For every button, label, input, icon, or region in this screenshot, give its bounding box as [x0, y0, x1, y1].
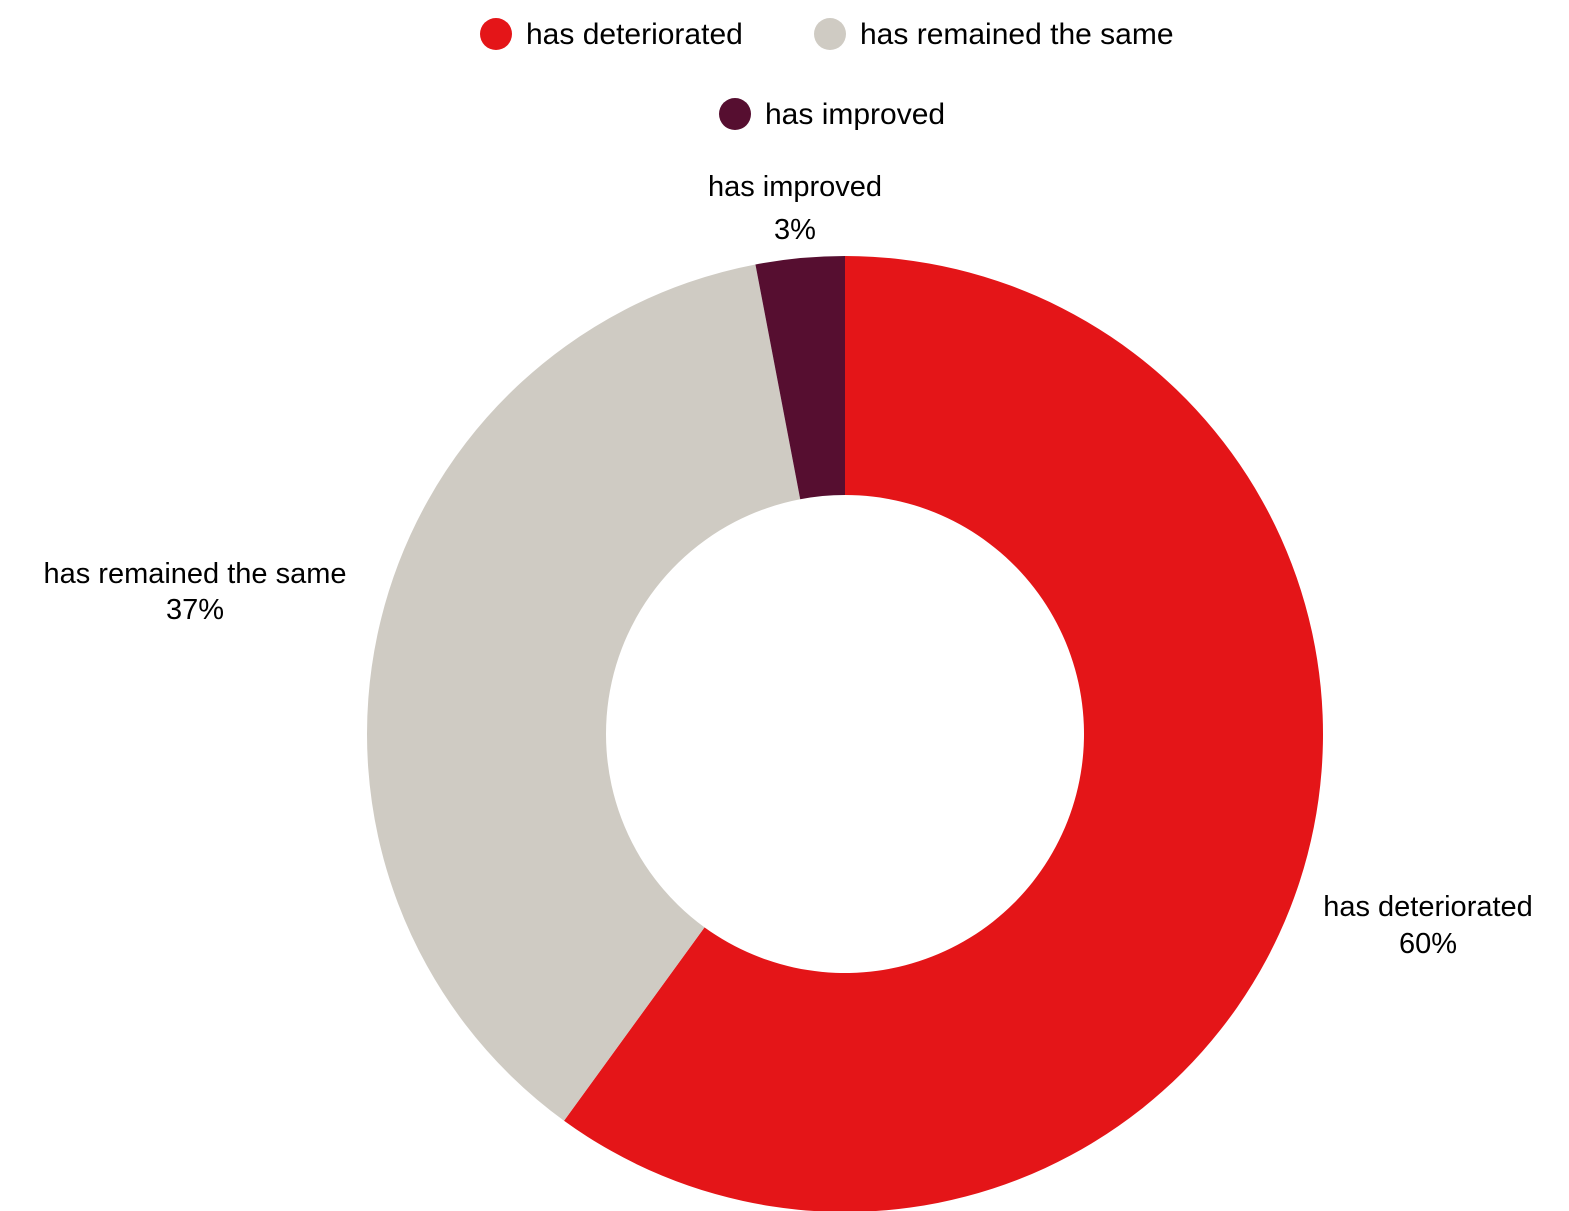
legend-label-has-remained-the-same: has remained the same [860, 18, 1174, 51]
slice-has-deteriorated [564, 256, 1323, 1211]
legend-label-has-improved: has improved [765, 98, 945, 131]
data-label-has-deteriorated-value: 60% [1399, 928, 1457, 960]
legend-marker-has-improved [719, 98, 751, 130]
legend-marker-has-deteriorated [480, 18, 512, 50]
data-label-has-remained-the-same-name: has remained the same [43, 558, 346, 590]
data-labels: has deteriorated 60% has remained the same… [43, 171, 1532, 960]
legend-marker-has-remained-the-same [814, 18, 846, 50]
data-label-has-remained-the-same-value: 37% [166, 594, 224, 626]
donut-slices [367, 256, 1323, 1211]
legend-label-has-deteriorated: has deteriorated [526, 18, 743, 51]
slice-has-improved [755, 256, 845, 500]
data-label-has-deteriorated-name: has deteriorated [1323, 891, 1533, 923]
slice-has-remained-the-same [367, 264, 801, 1121]
data-label-has-improved-value: 3% [774, 214, 816, 246]
chart-legend: has deteriorated has remained the same has… [480, 18, 1174, 131]
data-label-has-improved-name: has improved [708, 171, 882, 203]
